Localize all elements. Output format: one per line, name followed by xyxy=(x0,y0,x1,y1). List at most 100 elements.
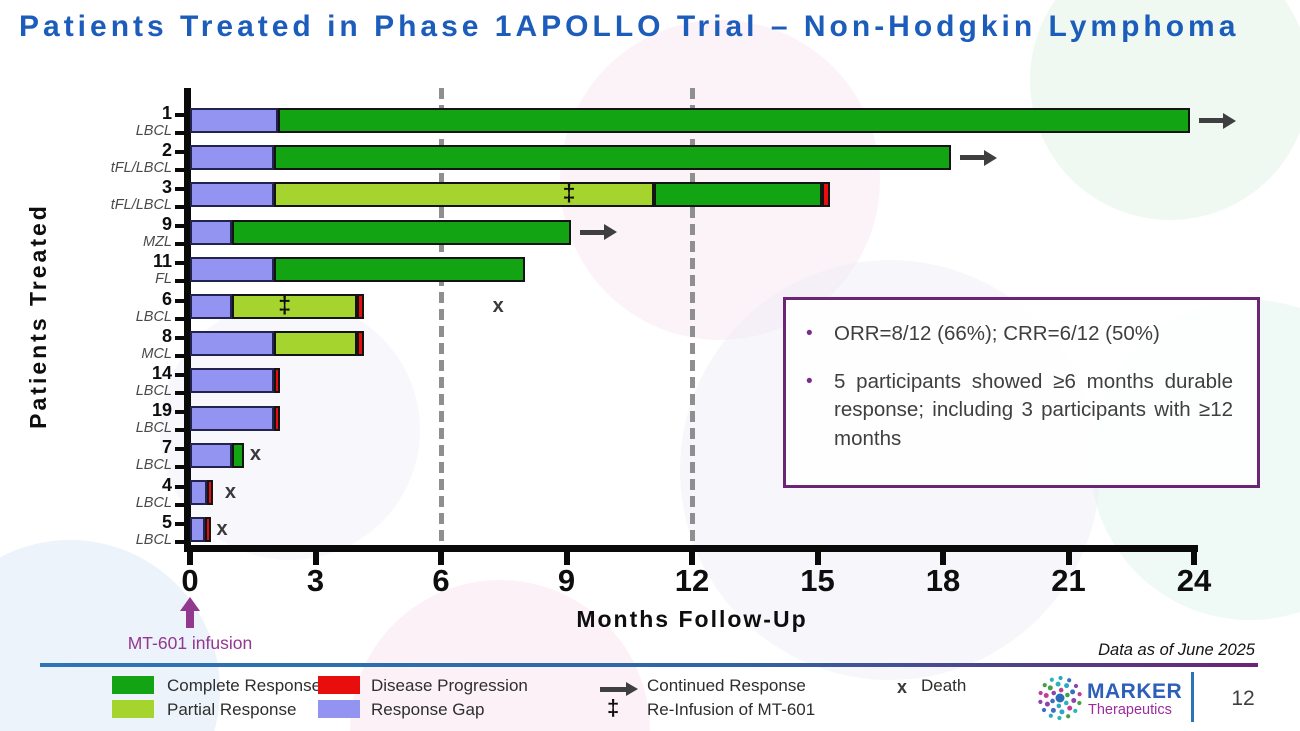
legend-death-icon: x xyxy=(897,677,908,697)
patient-id-label: 8 xyxy=(161,325,172,346)
patient-id-label: 1 xyxy=(161,102,172,123)
y-tick xyxy=(175,204,187,209)
arrow-head xyxy=(984,149,998,166)
death-marker: x xyxy=(492,294,504,317)
y-tick xyxy=(175,298,187,303)
y-tick xyxy=(175,521,187,526)
x-tick-label: 9 xyxy=(557,563,576,598)
y-tick xyxy=(175,224,187,229)
reinfusion-marker: ‡ xyxy=(562,179,576,206)
continued-response-arrow xyxy=(960,149,998,166)
x-tick xyxy=(187,552,193,565)
arrow-shaft xyxy=(600,686,626,692)
x-tick-label: 24 xyxy=(1176,563,1212,598)
bar-segment-partial_response xyxy=(231,294,358,319)
patient-disease-label: tFL/LBCL xyxy=(110,159,172,176)
bar-segment-response_gap xyxy=(190,256,274,282)
y-axis-title: Patients Treated xyxy=(25,203,51,429)
legend-label-disease-progression: Disease Progression xyxy=(371,676,528,695)
bar-segment-complete_response xyxy=(654,182,822,208)
bar-segment-complete_response xyxy=(231,219,571,245)
footer-divider xyxy=(1191,672,1194,722)
bar-segment-response_gap xyxy=(190,294,232,319)
patient-id-label: 6 xyxy=(161,288,172,309)
patient-id-label: 9 xyxy=(161,214,172,235)
bar-segment-response_gap xyxy=(190,182,274,208)
bullet-icon: • xyxy=(806,323,813,344)
legend-continued-response-arrow-icon xyxy=(600,682,638,696)
bar-segment-complete_response xyxy=(273,256,525,282)
y-tick xyxy=(175,316,187,321)
y-tick xyxy=(175,167,187,172)
x-tick xyxy=(438,552,444,565)
annotation-text-orr: ORR=8/12 (66%); CRR=6/12 (50%) xyxy=(834,322,1160,345)
bar-segment-response_gap xyxy=(190,442,232,468)
y-tick xyxy=(175,465,187,470)
continued-response-arrow xyxy=(1198,112,1236,129)
bar-segment-disease_progression xyxy=(273,368,280,394)
x-tick-label: 21 xyxy=(1051,563,1086,598)
y-tick xyxy=(175,242,187,247)
page-number: 12 xyxy=(1231,687,1255,710)
annotation-bullet-2: • 5 participants showed ≥6 months durabl… xyxy=(806,368,1233,454)
patient-id-label: 14 xyxy=(151,362,172,383)
x-tick-label: 15 xyxy=(800,563,835,598)
death-marker: x xyxy=(224,480,236,503)
y-tick xyxy=(175,335,187,340)
legend-label-complete-response: Complete Response xyxy=(167,676,322,695)
patient-disease-label: LBCL xyxy=(135,457,172,474)
patient-disease-label: MCL xyxy=(141,345,172,362)
legend-label-reinfusion: Re-Infusion of MT-601 xyxy=(647,700,816,719)
data-as-of-note: Data as of June 2025 xyxy=(1098,641,1255,659)
x-tick-label: 6 xyxy=(432,563,450,598)
legend-label-continued-response: Continued Response xyxy=(647,676,806,695)
legend-label-partial-response: Partial Response xyxy=(167,700,297,719)
bar-segment-complete_response xyxy=(273,145,952,171)
arrow-shaft xyxy=(579,229,604,235)
y-axis-line xyxy=(184,88,191,552)
patient-id-label: 3 xyxy=(161,176,172,197)
x-tick xyxy=(814,552,821,565)
bar-segment-disease_progression xyxy=(821,182,831,208)
death-marker: x xyxy=(216,517,228,540)
death-marker: x xyxy=(249,443,262,466)
patient-id-label: 7 xyxy=(161,437,172,458)
y-tick xyxy=(175,390,187,395)
continued-response-arrow xyxy=(579,224,617,241)
bullet-icon: • xyxy=(806,370,813,392)
patient-id-label: 2 xyxy=(161,139,172,160)
y-tick xyxy=(175,353,187,358)
y-tick xyxy=(175,149,187,154)
x-axis-title: Months Follow-Up xyxy=(576,606,808,632)
arrow-shaft xyxy=(1198,118,1223,123)
bar-segment-response_gap xyxy=(190,368,274,394)
bar-segment-partial_response xyxy=(273,182,655,208)
patient-disease-label: LBCL xyxy=(135,122,172,139)
bar-segment-complete_response xyxy=(231,442,245,468)
x-tick xyxy=(940,552,946,565)
bar-segment-disease_progression xyxy=(357,331,364,357)
legend-label-response-gap: Response Gap xyxy=(371,700,485,719)
arrow-head xyxy=(626,682,638,696)
y-tick xyxy=(175,372,187,377)
infusion-arrow-icon xyxy=(180,597,200,611)
annotation-bullet-1: • ORR=8/12 (66%); CRR=6/12 (50%) xyxy=(806,320,1233,349)
bar-segment-disease_progression xyxy=(206,480,213,505)
arrow-head xyxy=(1222,112,1236,129)
annotation-text-durable: 5 participants showed ≥6 months durable … xyxy=(834,369,1233,450)
legend-swatch-response-gap xyxy=(318,700,360,718)
patient-disease-label: FL xyxy=(155,271,172,288)
legend-swatch-partial-response xyxy=(112,700,154,718)
patient-disease-label: LBCL xyxy=(135,382,172,399)
x-tick xyxy=(689,552,695,565)
x-tick xyxy=(312,552,319,565)
bar-segment-response_gap xyxy=(190,405,274,431)
reinfusion-marker: ‡ xyxy=(278,291,291,318)
legend-reinfusion-icon: ‡ xyxy=(607,695,620,720)
y-tick xyxy=(175,447,187,452)
x-tick xyxy=(1191,552,1197,565)
x-tick-label: 3 xyxy=(306,563,325,598)
patient-disease-label: LBCL xyxy=(135,531,172,548)
footer-separator-line xyxy=(40,663,1258,667)
